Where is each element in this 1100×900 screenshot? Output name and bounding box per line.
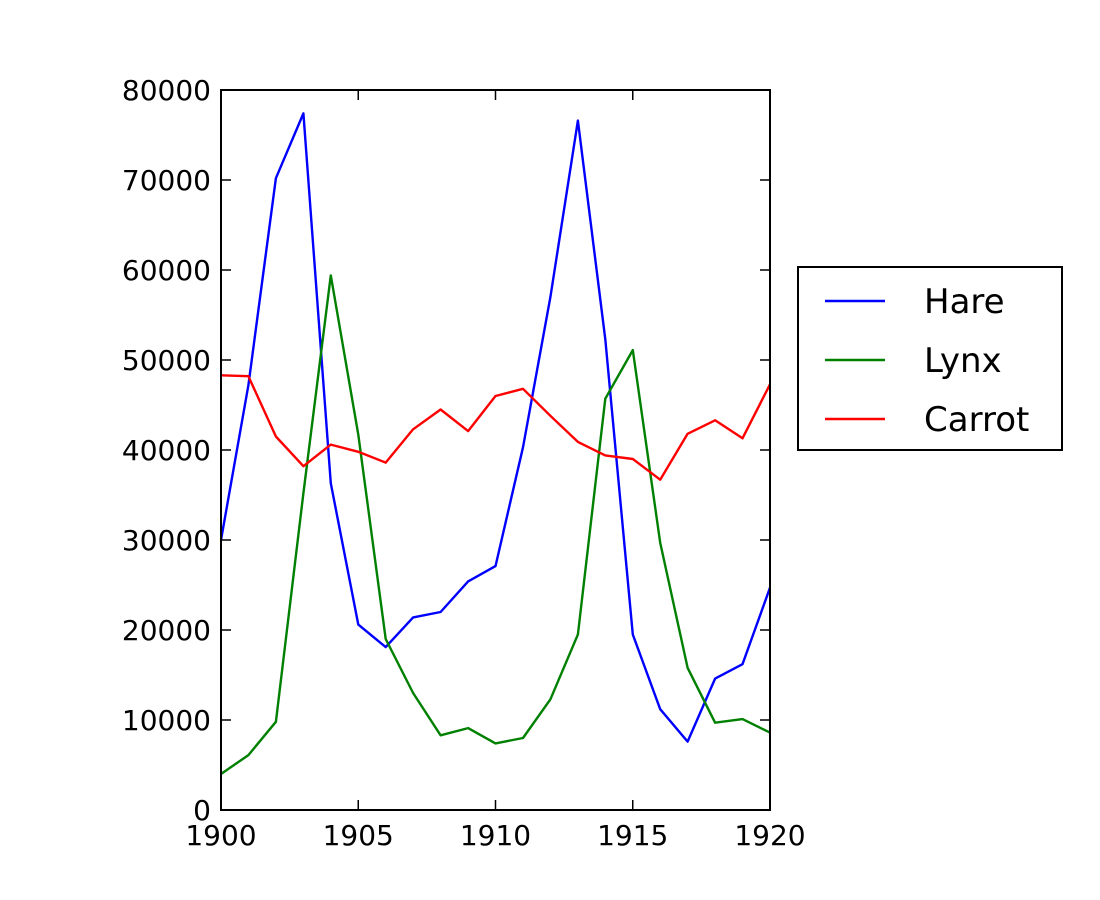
x-tick-label: 1910	[460, 819, 531, 852]
y-axis: 0 10000 20000 30000 40000 50000 60000 70000 8000…	[122, 74, 770, 827]
y-tick-label: 0	[193, 794, 211, 827]
x-tick-label: 1900	[185, 819, 256, 852]
series-line-lynx	[221, 274, 770, 775]
y-tick-label: 80000	[122, 74, 211, 107]
y-tick-label: 40000	[122, 434, 211, 467]
legend-label-carrot: Carrot	[924, 400, 1029, 440]
legend-label-lynx: Lynx	[924, 341, 1002, 381]
plot-lines	[221, 112, 770, 775]
y-tick-label: 10000	[122, 704, 211, 737]
y-tick-label: 50000	[122, 344, 211, 377]
x-tick-label: 1920	[734, 819, 805, 852]
legend-label-hare: Hare	[924, 282, 1005, 322]
legend: Hare Lynx Carrot	[797, 266, 1063, 451]
x-tick-label: 1905	[323, 819, 394, 852]
y-tick-label: 30000	[122, 524, 211, 557]
y-tick-label: 60000	[122, 254, 211, 287]
y-tick-label: 70000	[122, 164, 211, 197]
series-line-hare	[221, 112, 770, 743]
series-line-carrot	[221, 374, 770, 481]
plot-frame	[220, 89, 771, 811]
y-tick-label: 20000	[122, 614, 211, 647]
x-tick-label: 1915	[597, 819, 668, 852]
x-axis: 1900 1905 1910 1915 1920	[185, 90, 806, 852]
